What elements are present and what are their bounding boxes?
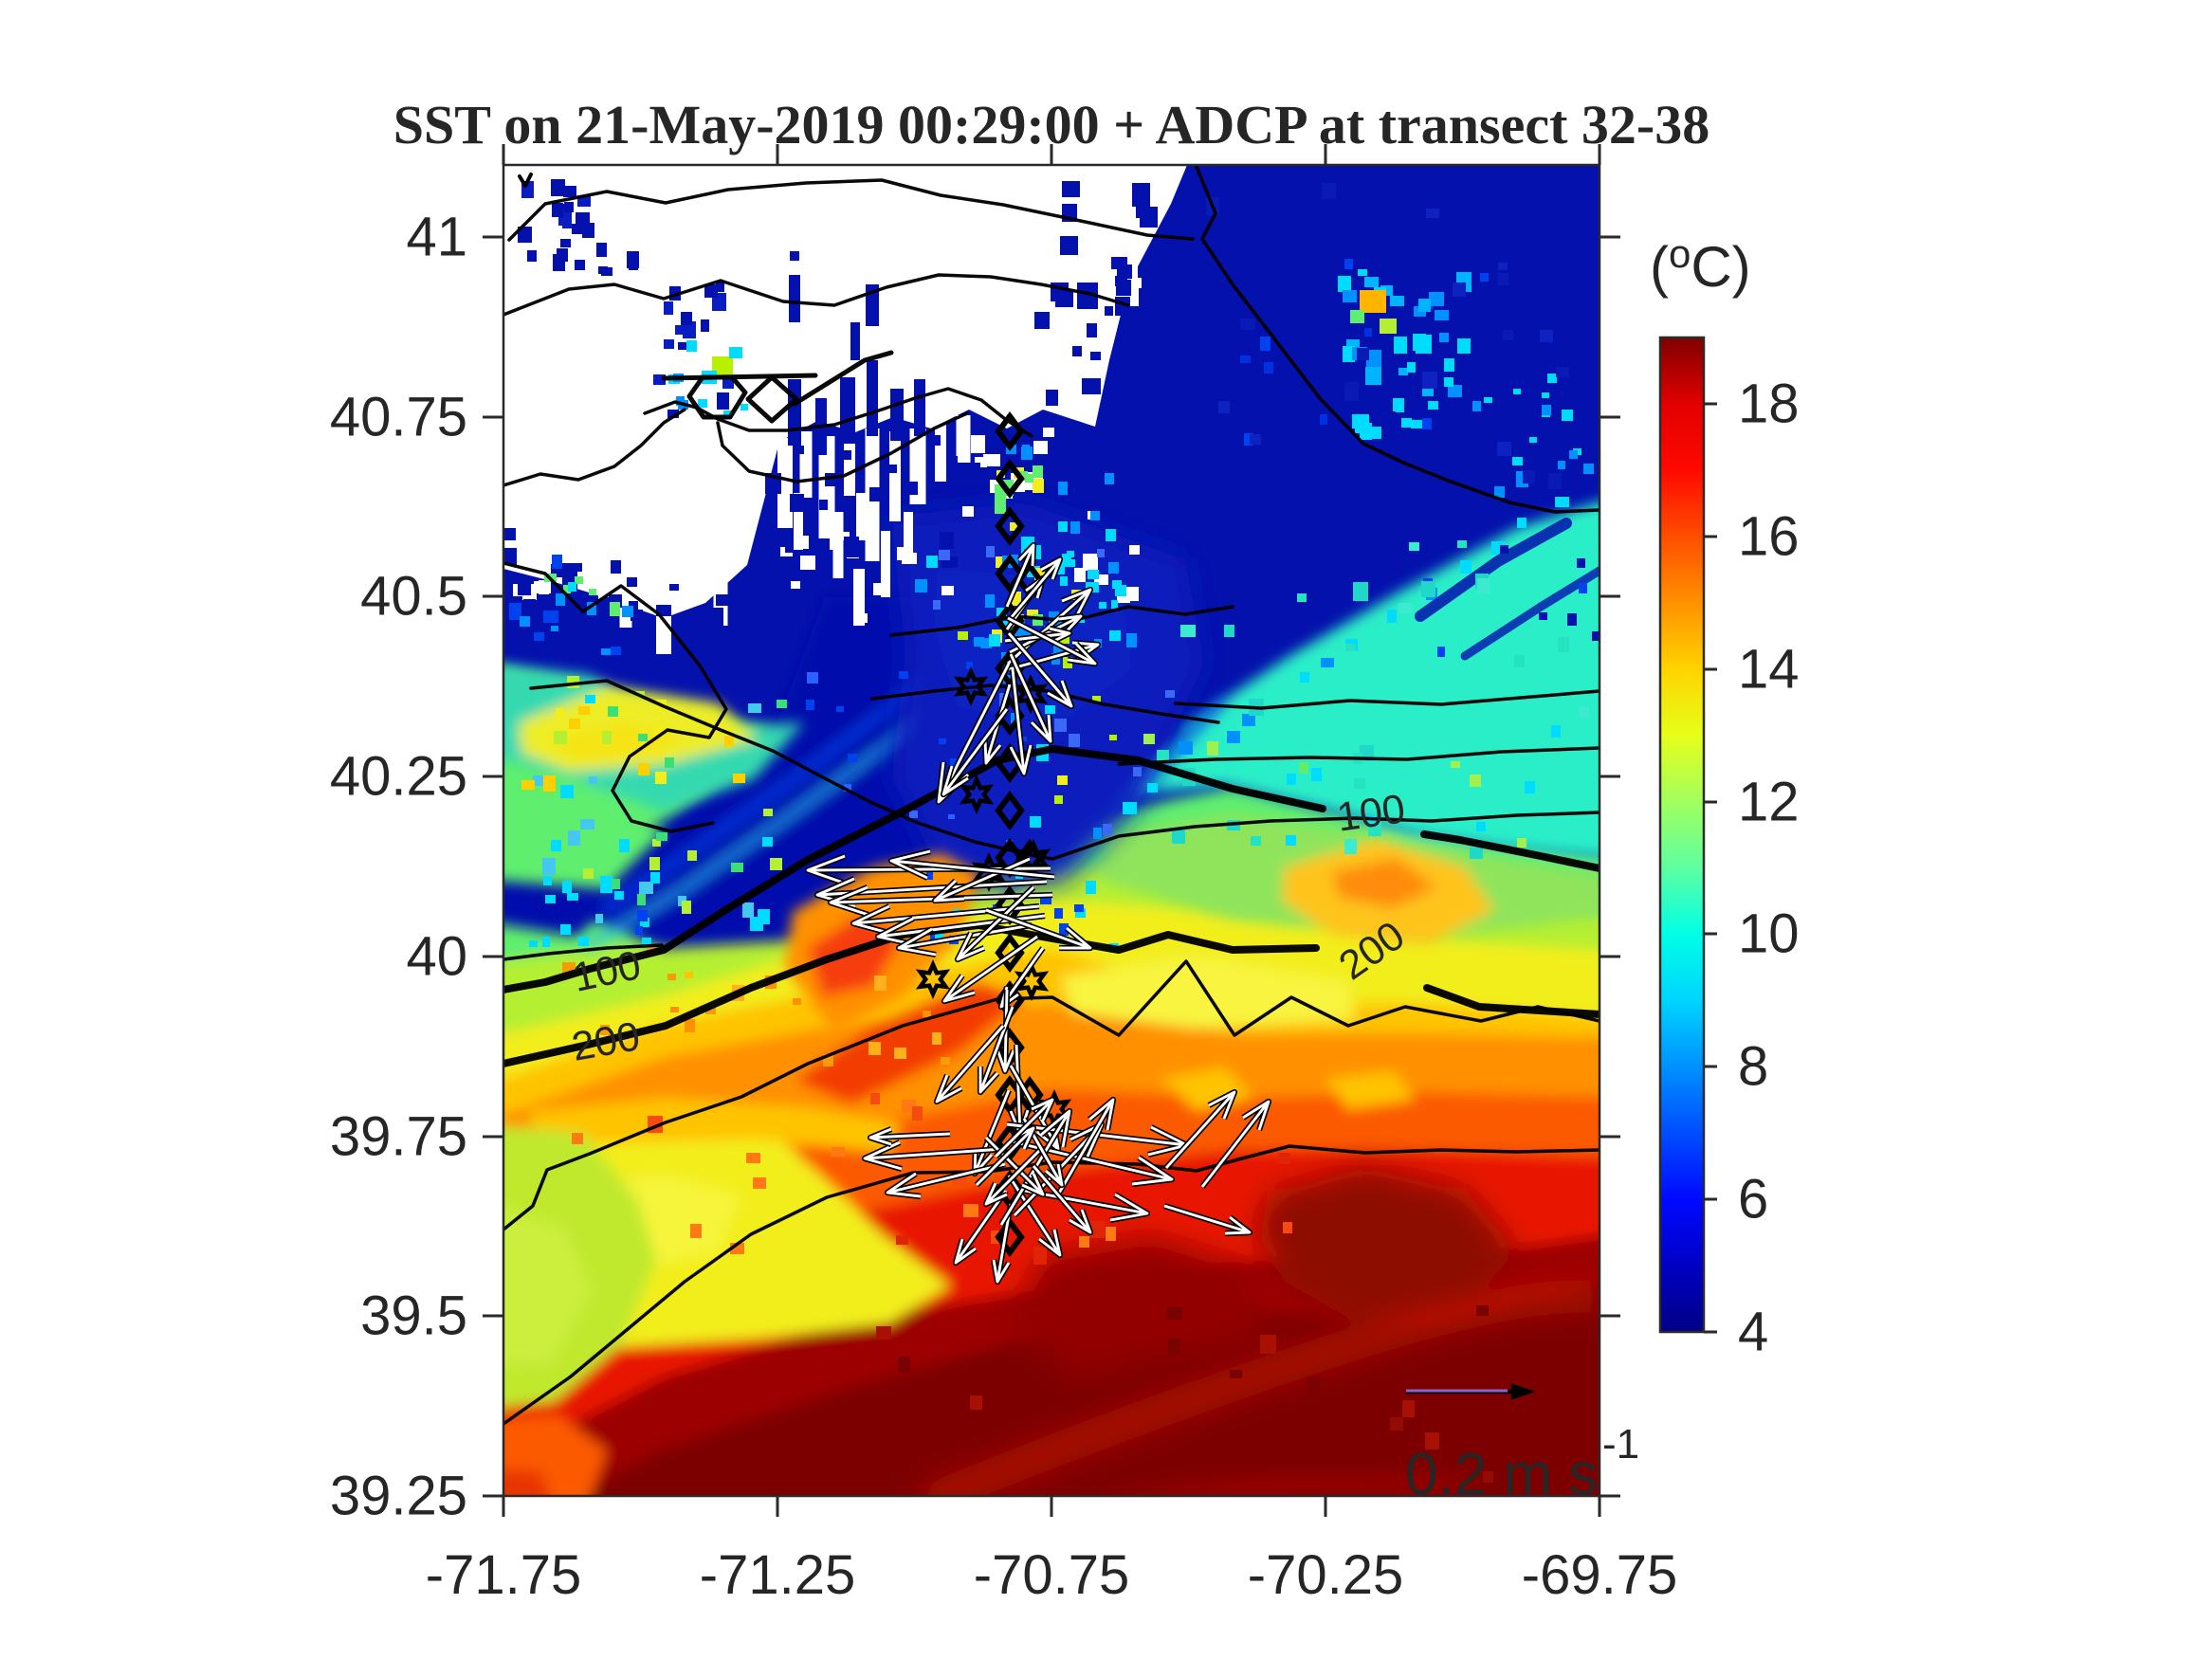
svg-text:12: 12 xyxy=(1738,772,1800,833)
svg-text:0.2 m s: 0.2 m s xyxy=(1405,1442,1598,1507)
svg-text:-70.25: -70.25 xyxy=(1248,1544,1403,1606)
svg-text:39.25: 39.25 xyxy=(330,1466,467,1527)
svg-text:-71.25: -71.25 xyxy=(700,1544,855,1606)
svg-text:39.75: 39.75 xyxy=(330,1106,467,1168)
svg-text:10: 10 xyxy=(1738,903,1800,965)
svg-text:18: 18 xyxy=(1738,374,1800,435)
svg-text:40: 40 xyxy=(406,926,467,988)
svg-text:-1: -1 xyxy=(1602,1421,1639,1468)
svg-text:41: 41 xyxy=(406,207,467,268)
svg-text:100: 100 xyxy=(1334,786,1408,841)
svg-text:40.75: 40.75 xyxy=(330,387,467,448)
svg-text:SST on 21-May-2019 00:29:00 +: SST on 21-May-2019 00:29:00 + ADCP at tr… xyxy=(393,94,1709,155)
svg-text:8: 8 xyxy=(1738,1036,1768,1098)
svg-text:40.5: 40.5 xyxy=(360,566,467,628)
svg-text:39.5: 39.5 xyxy=(360,1285,467,1347)
svg-text:40.25: 40.25 xyxy=(330,746,467,808)
svg-text:(oC): (oC) xyxy=(1650,231,1751,299)
svg-text:4: 4 xyxy=(1738,1302,1768,1363)
svg-text:14: 14 xyxy=(1738,639,1800,701)
svg-text:16: 16 xyxy=(1738,506,1800,568)
svg-text:6: 6 xyxy=(1738,1169,1768,1231)
svg-text:-69.75: -69.75 xyxy=(1522,1544,1677,1606)
svg-text:-71.75: -71.75 xyxy=(426,1544,581,1606)
svg-text:-70.75: -70.75 xyxy=(974,1544,1129,1606)
